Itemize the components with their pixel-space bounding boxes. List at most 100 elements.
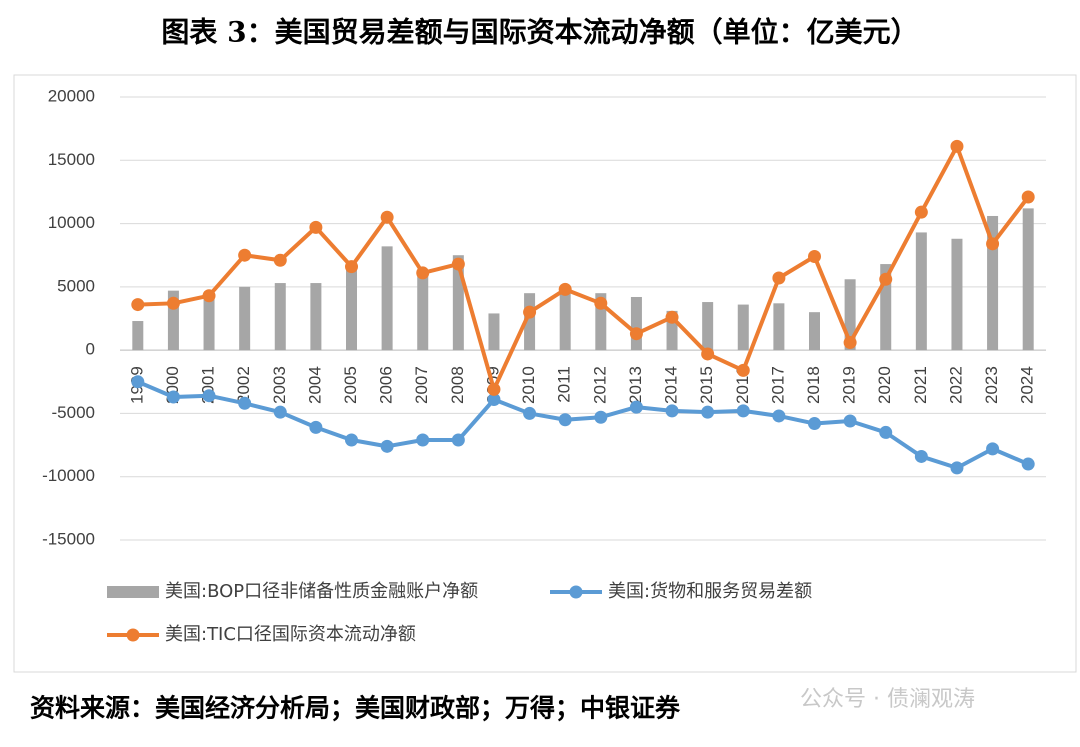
marker (238, 248, 252, 262)
marker (309, 220, 323, 234)
marker (309, 420, 323, 434)
bar (203, 294, 215, 351)
y-tick-label: 5000 (57, 276, 95, 295)
bar (737, 304, 749, 351)
x-tick-label: 2006 (377, 366, 396, 404)
source: 资料来源：美国经济分析局；美国财政部；万得；中银证券 (30, 694, 681, 723)
bar (1022, 208, 1034, 351)
marker (166, 390, 180, 404)
marker (345, 433, 358, 447)
y-tick-label: -5000 (52, 403, 95, 422)
marker (736, 404, 750, 418)
x-tick-label: 2019 (840, 366, 859, 404)
y-tick-label: 10000 (48, 213, 95, 232)
watermark: 公众号 · 债澜观涛 (800, 687, 975, 712)
marker (594, 410, 608, 424)
marker (416, 433, 430, 447)
bar (915, 232, 927, 351)
marker (451, 257, 465, 271)
marker (523, 305, 537, 319)
marker (131, 298, 145, 312)
bar (310, 283, 322, 351)
marker (1021, 190, 1035, 204)
marker (131, 375, 145, 389)
bar (488, 313, 500, 351)
y-tick-label: 15000 (48, 150, 95, 169)
x-tick-label: 2020 (875, 366, 894, 404)
marker (380, 439, 394, 453)
marker (273, 253, 287, 267)
marker (701, 347, 715, 361)
legend-swatch (126, 628, 140, 642)
marker (950, 461, 964, 475)
marker (629, 327, 643, 341)
y-tick-label: 20000 (48, 86, 95, 105)
x-tick-label: 2012 (590, 366, 609, 404)
marker (523, 406, 537, 420)
x-tick-label: 2015 (697, 366, 716, 404)
marker (487, 382, 501, 396)
legend-label: 美国:BOP口径非储备性质金融账户净额 (165, 581, 478, 602)
y-tick-label: 0 (86, 340, 95, 359)
bar (239, 286, 251, 351)
bar (844, 279, 856, 351)
marker (879, 425, 893, 439)
marker (736, 363, 750, 377)
marker (558, 282, 572, 296)
bar (132, 321, 144, 351)
x-tick-label: 2024 (1018, 366, 1037, 404)
marker (416, 266, 430, 280)
bar (951, 238, 963, 351)
line (137, 144, 1030, 392)
marker (166, 296, 180, 310)
x-tick-label: 2002 (234, 366, 253, 404)
bar (880, 264, 892, 351)
bar (417, 270, 429, 351)
marker (1021, 457, 1035, 471)
x-tick-label: 2022 (946, 366, 965, 404)
bar (452, 255, 464, 351)
marker (487, 393, 501, 407)
bar (630, 296, 642, 351)
bar (167, 290, 179, 351)
x-tick-label: 2007 (412, 366, 431, 404)
bar (987, 215, 999, 351)
marker (594, 296, 608, 310)
y-tick-label: -15000 (42, 529, 95, 548)
marker (665, 404, 679, 418)
x-tick-label: 2008 (448, 366, 467, 404)
legend-swatch (569, 585, 583, 599)
marker (843, 414, 857, 428)
bar (773, 303, 785, 351)
x-tick-label: 2005 (341, 366, 360, 404)
marker (665, 310, 679, 324)
marker (808, 417, 821, 431)
marker (879, 272, 893, 286)
bar (666, 310, 678, 351)
x-tick-label: 2003 (270, 366, 289, 404)
legend-label: 美国:TIC口径国际资本流动净额 (165, 624, 416, 645)
marker (558, 413, 572, 427)
bar (381, 246, 393, 351)
bar (809, 312, 820, 351)
bar (595, 293, 607, 351)
marker (772, 271, 786, 285)
marker (202, 389, 216, 403)
y-tick-label: -10000 (42, 466, 95, 485)
marker (914, 449, 928, 463)
legend-swatch (107, 586, 159, 598)
x-tick-label: 2004 (305, 366, 324, 404)
x-tick-label: 2011 (555, 366, 574, 403)
x-tick-label: 2018 (804, 366, 823, 404)
marker (273, 405, 287, 419)
marker (380, 210, 394, 224)
x-tick-label: 2021 (911, 366, 930, 404)
marker (950, 139, 964, 153)
bar (524, 293, 536, 351)
marker (238, 396, 252, 410)
marker (451, 433, 465, 447)
marker (986, 442, 1000, 456)
title: 图表 3：美国贸易差额与国际资本流动净额（单位：亿美元） (161, 16, 918, 49)
bar (559, 288, 571, 351)
